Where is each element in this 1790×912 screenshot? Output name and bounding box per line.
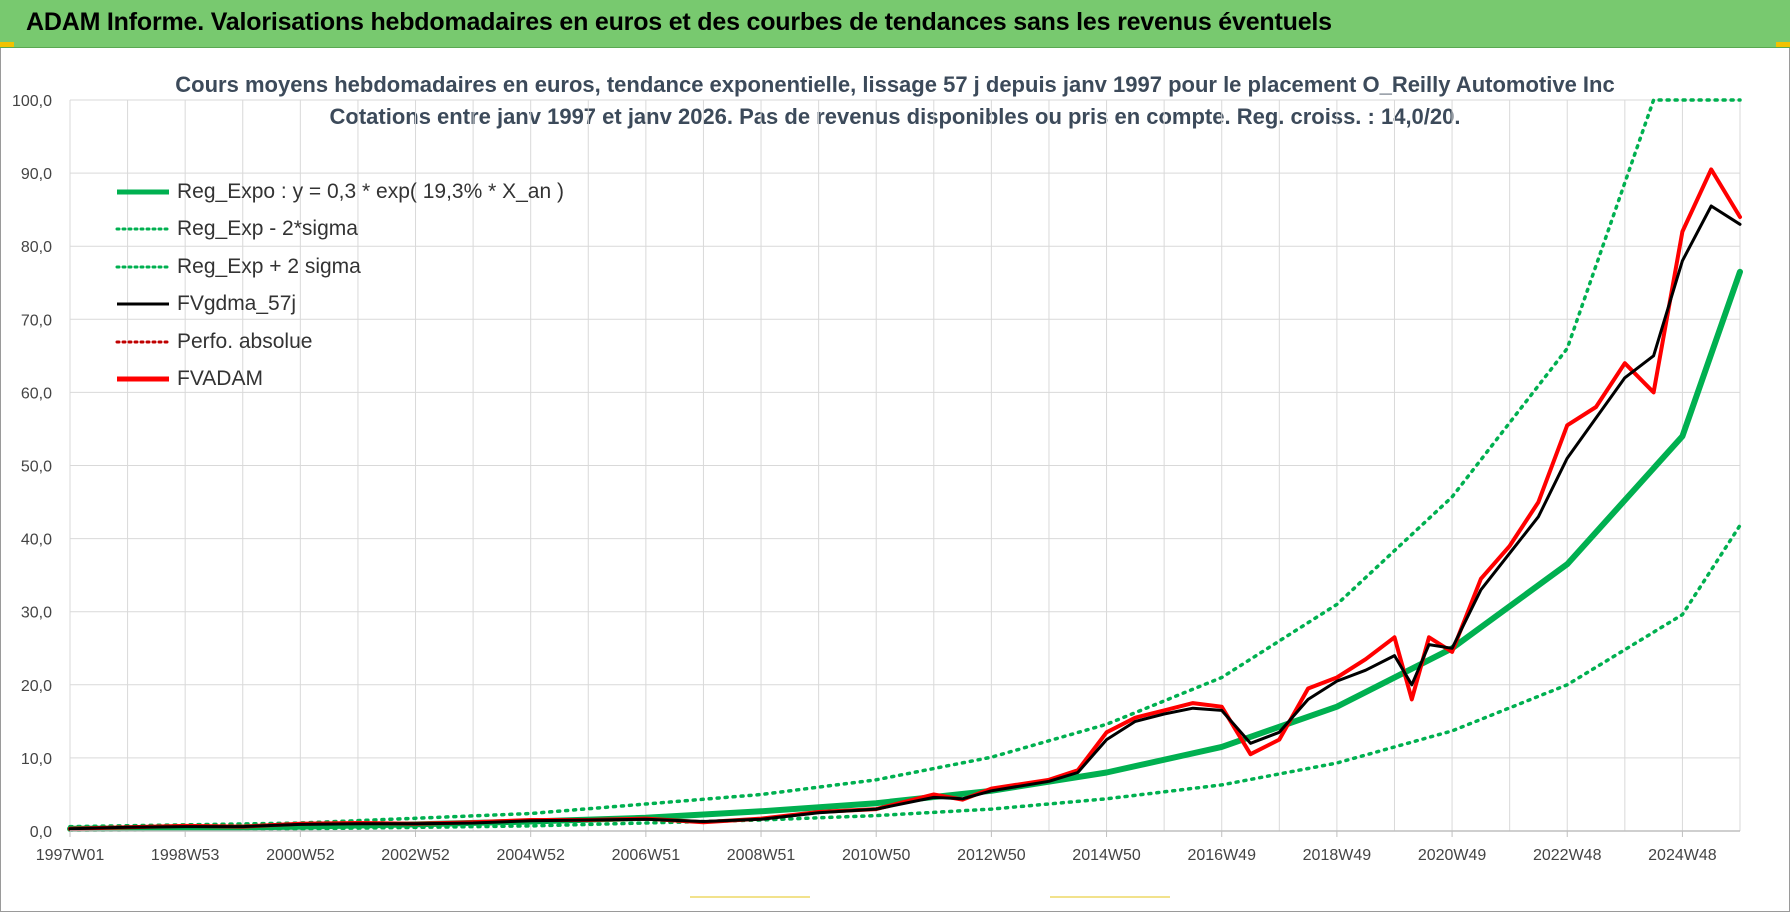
y-tick-label: 60,0 (21, 385, 52, 402)
x-tick-label: 1998W53 (151, 847, 220, 864)
x-tick-label: 2008W51 (727, 847, 796, 864)
legend-swatch (115, 340, 171, 344)
x-tick-label: 2018W49 (1303, 847, 1372, 864)
legend-item: Reg_Exp + 2 sigma (115, 248, 564, 286)
legend-item: FVgdma_57j (115, 286, 564, 324)
legend-label: Reg_Exp - 2*sigma (177, 217, 358, 241)
x-tick-label: 2024W48 (1648, 847, 1717, 864)
y-tick-label: 100,0 (12, 93, 52, 110)
x-tick-label: 2010W50 (842, 847, 911, 864)
legend-swatch (117, 376, 169, 382)
bottom-accent (1050, 896, 1170, 898)
legend-item: Reg_Exp - 2*sigma (115, 211, 564, 249)
y-tick-label: 40,0 (21, 532, 52, 549)
chart-grid (69, 99, 1741, 832)
x-tick-label: 2014W50 (1072, 847, 1141, 864)
x-tick-label: 2002W52 (381, 847, 450, 864)
y-tick-label: 20,0 (21, 678, 52, 695)
series-reg-exp-minus-2sigma (68, 523, 1742, 833)
series-reg-exp-plus-2sigma (68, 98, 1742, 829)
header-banner: ADAM Informe. Valorisations hebdomadaire… (0, 0, 1790, 48)
legend-swatch (117, 302, 169, 306)
legend-label: Perfo. absolue (177, 329, 313, 353)
legend-swatch (115, 227, 171, 231)
x-tick-label: 2006W51 (612, 847, 681, 864)
bottom-accent (690, 896, 810, 898)
y-tick-label: 50,0 (21, 459, 52, 476)
legend-label: FVgdma_57j (177, 292, 297, 316)
x-tick-label: 2016W49 (1187, 847, 1256, 864)
x-tick-label: 1997W01 (36, 847, 105, 864)
legend-swatch (117, 189, 169, 195)
x-tick-label: 2022W48 (1533, 847, 1602, 864)
x-tick-label: 2012W50 (957, 847, 1026, 864)
y-tick-label: 90,0 (21, 166, 52, 183)
chart-series (67, 98, 1743, 833)
x-tick-label: 2000W52 (266, 847, 335, 864)
corner-marker (0, 42, 14, 47)
y-tick-label: 70,0 (21, 312, 52, 329)
corner-marker (1776, 42, 1790, 47)
legend-item: Perfo. absolue (115, 323, 564, 361)
chart-subtitle: Cotations entre janv 1997 et janv 2026. … (329, 104, 1461, 129)
banner-title: ADAM Informe. Valorisations hebdomadaire… (26, 8, 1332, 36)
chart-axes: 0,0 10,0 20,0 30,0 40,0 50,0 60,0 70,0 80,0 90,0 1… (12, 93, 1740, 864)
legend-swatch (115, 265, 171, 269)
x-tick-label: 2004W52 (496, 847, 565, 864)
y-tick-label: 30,0 (21, 605, 52, 622)
y-tick-label: 0,0 (30, 824, 52, 841)
legend-label: Reg_Expo : y = 0,3 * exp( 19,3% * X_an ) (177, 179, 564, 203)
y-tick-label: 80,0 (21, 239, 52, 256)
legend-item: FVADAM (115, 361, 564, 399)
chart-title: Cours moyens hebdomadaires en euros, ten… (175, 72, 1615, 97)
x-tick-label: 2020W49 (1418, 847, 1487, 864)
series-fvgdma-57j (68, 204, 1742, 831)
legend-label: FVADAM (177, 367, 263, 391)
legend-item: Reg_Expo : y = 0,3 * exp( 19,3% * X_an ) (115, 173, 564, 211)
y-tick-label: 10,0 (21, 751, 52, 768)
legend-label: Reg_Exp + 2 sigma (177, 254, 361, 278)
chart-legend: Reg_Expo : y = 0,3 * exp( 19,3% * X_an )… (115, 173, 564, 398)
